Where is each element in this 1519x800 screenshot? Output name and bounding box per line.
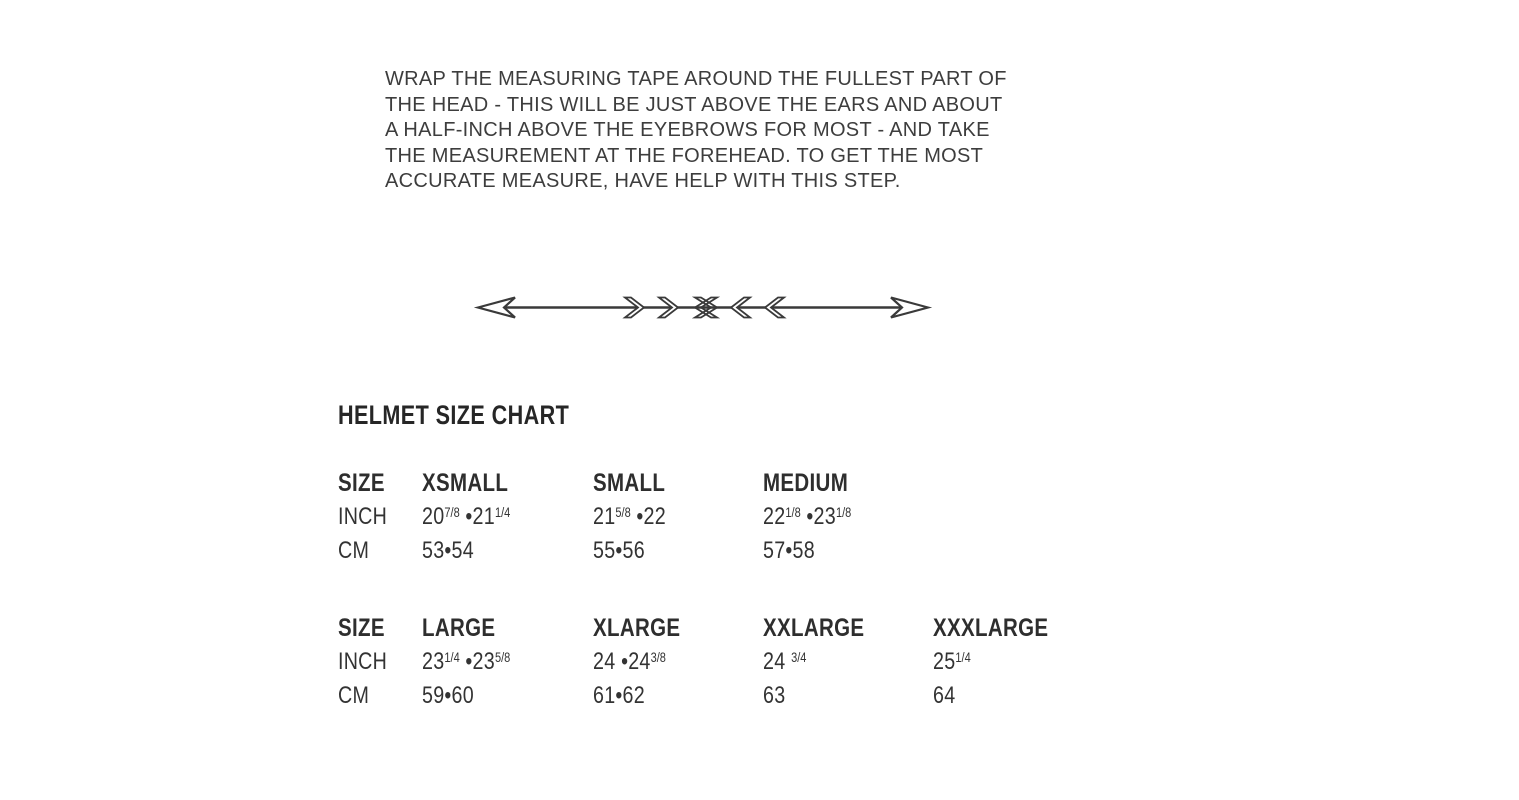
inch-value-xxxlarge: 251/4 xyxy=(933,648,971,675)
instructions-line: THE HEAD - THIS WILL BE JUST ABOVE THE E… xyxy=(385,93,1003,116)
inch-value-large: 231/4 •235/8 xyxy=(422,648,511,675)
row-label-size: SIZE xyxy=(338,613,385,642)
row-label-inch: INCH xyxy=(338,503,388,530)
instructions-line: WRAP THE MEASURING TAPE AROUND THE FULLE… xyxy=(385,68,1007,90)
cm-value-xlarge: 61•62 xyxy=(593,682,645,709)
inch-value-medium: 221/8 •231/8 xyxy=(763,503,852,530)
row-label-cm: CM xyxy=(338,537,370,564)
tape-measure-arrow-icon xyxy=(473,296,933,319)
instructions-line: ACCURATE MEASURE, HAVE HELP WITH THIS ST… xyxy=(385,170,901,192)
row-label-inch: INCH xyxy=(338,648,388,675)
row-label-size: SIZE xyxy=(338,468,385,497)
column-header-medium: MEDIUM xyxy=(763,468,849,497)
instructions-line: A HALF-INCH ABOVE THE EYEBROWS FOR MOST … xyxy=(385,119,990,141)
instructions-line: THE MEASUREMENT AT THE FOREHEAD. TO GET … xyxy=(385,144,984,167)
column-header-xxlarge: XXLARGE xyxy=(763,613,865,642)
inch-value-xxlarge: 24 3/4 xyxy=(763,648,807,675)
column-header-xlarge: XLARGE xyxy=(593,613,681,642)
column-header-small: SMALL xyxy=(593,468,666,497)
helmet-size-table-small-range: SIZE XSMALL SMALL MEDIUM INCH 207/8 •211… xyxy=(338,466,933,568)
measuring-instructions: WRAP THE MEASURING TAPE AROUND THE FULLE… xyxy=(385,67,1007,195)
size-chart-title: HELMET SIZE CHART xyxy=(338,400,570,430)
cm-value-xsmall: 53•54 xyxy=(422,537,474,564)
column-header-xxxlarge: XXXLARGE xyxy=(933,613,1049,642)
inch-value-small: 215/8 •22 xyxy=(593,503,666,530)
column-header-xsmall: XSMALL xyxy=(422,468,509,497)
helmet-size-table-large-range: SIZE LARGE XLARGE XXLARGE XXXLARGE INCH … xyxy=(338,611,1103,713)
row-label-cm: CM xyxy=(338,682,370,709)
inch-value-xsmall: 207/8 •211/4 xyxy=(422,503,511,530)
cm-value-large: 59•60 xyxy=(422,682,474,709)
inch-value-xlarge: 24 •243/8 xyxy=(593,648,666,675)
cm-value-xxlarge: 63 xyxy=(763,682,786,709)
cm-value-xxxlarge: 64 xyxy=(933,682,956,709)
column-header-large: LARGE xyxy=(422,613,496,642)
cm-value-small: 55•56 xyxy=(593,537,645,564)
cm-value-medium: 57•58 xyxy=(763,537,815,564)
